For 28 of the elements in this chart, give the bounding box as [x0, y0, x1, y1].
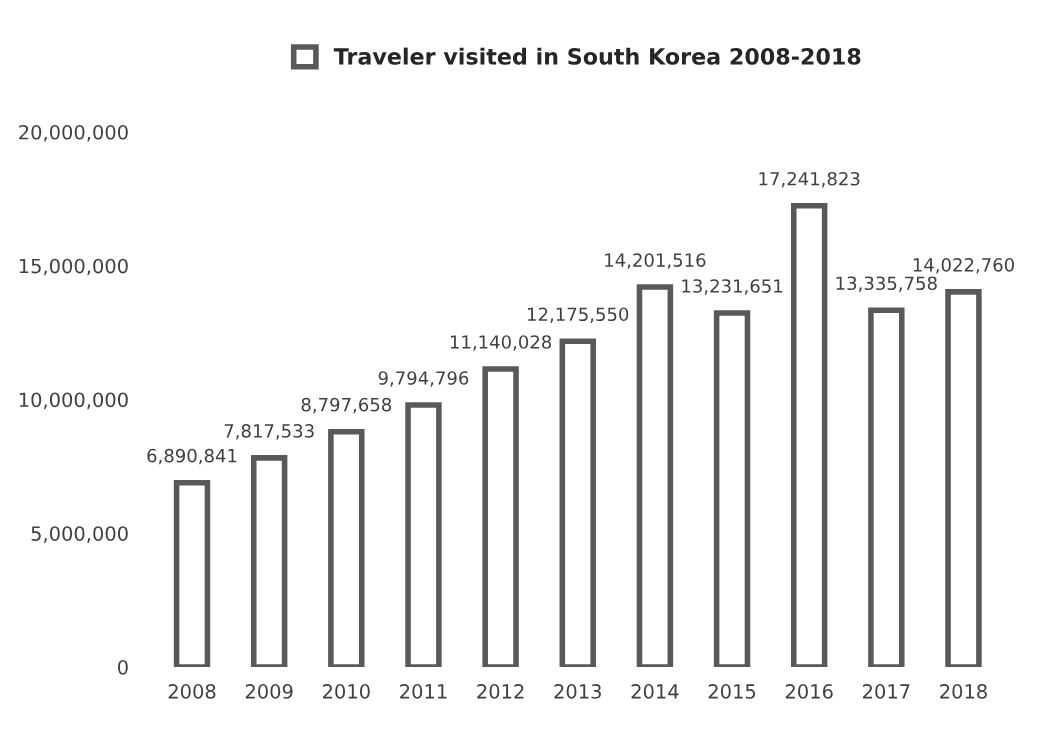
data-label: 6,890,841 [147, 448, 237, 465]
legend-label: Traveler visited in South Korea 2008-2018 [333, 47, 861, 65]
y-tick-label: 20,000,000 [19, 124, 128, 142]
x-tick-label: 2012 [477, 684, 524, 699]
x-tick-label: 2014 [631, 684, 679, 699]
data-label: 12,175,550 [528, 307, 629, 323]
data-label: 7,817,533 [224, 424, 314, 440]
x-tick-label: 2015 [708, 684, 756, 699]
data-label: 17,241,823 [759, 171, 860, 188]
data-label: 9,794,796 [378, 371, 469, 387]
x-tick-label: 2011 [400, 684, 447, 699]
data-label: 11,140,028 [450, 335, 552, 351]
data-label: 13,231,651 [682, 279, 783, 295]
y-tick-label: 0 [117, 659, 128, 675]
data-label: 14,201,516 [605, 253, 706, 269]
x-tick-label: 2018 [940, 684, 987, 699]
x-tick-label: 2016 [785, 684, 833, 699]
x-tick-label: 2017 [863, 684, 910, 699]
y-tick-label: 5,000,000 [31, 526, 128, 543]
x-tick-label: 2009 [245, 684, 293, 699]
data-label: 8,797,658 [301, 397, 392, 414]
x-tick-label: 2008 [168, 684, 216, 699]
x-tick-label: 2013 [554, 684, 601, 699]
x-tick-label: 2010 [323, 684, 370, 699]
data-label: 13,335,758 [836, 276, 937, 292]
y-tick-label: 10,000,000 [19, 392, 128, 410]
y-tick-label: 15,000,000 [19, 258, 128, 276]
data-label: 14,022,760 [913, 258, 1014, 274]
